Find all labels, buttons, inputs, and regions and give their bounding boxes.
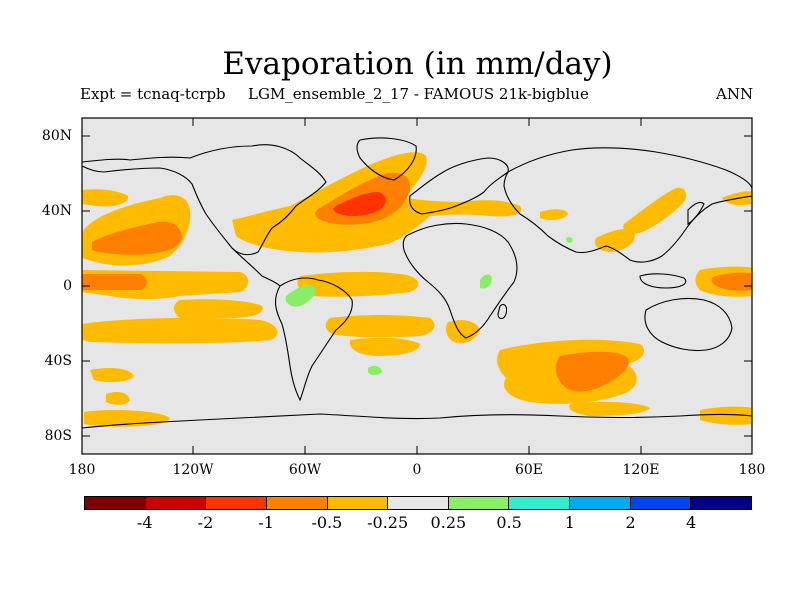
colorbar-swatch (206, 497, 267, 509)
anomaly-region-natl-max (333, 192, 386, 217)
anomaly-region-spac (82, 317, 278, 344)
anomaly-region-so-atl (106, 392, 130, 405)
coastline-north-america (82, 144, 327, 256)
coastline-europe (409, 157, 509, 215)
colorbar-swatch (388, 497, 449, 509)
coastline-australia (644, 297, 733, 352)
season-label: ANN (716, 85, 754, 103)
colorbar-swatch (509, 497, 571, 509)
anomaly-region-satl (325, 315, 435, 338)
anomaly-region-agulhas (446, 320, 480, 344)
x-tick-label: 120W (172, 462, 214, 478)
colorbar-swatch (448, 497, 510, 509)
colorbar-swatch (570, 497, 631, 509)
anomaly-region-eio (540, 209, 568, 221)
x-tick-label: 120E (622, 462, 660, 478)
colorbar-swatch (266, 497, 328, 509)
colorbar-swatch (327, 497, 389, 509)
anomaly-positive-arabia (566, 237, 573, 243)
y-tick-label: 0 (63, 278, 72, 294)
colorbar-label: 0.5 (496, 513, 522, 532)
x-tick-label: 180 (738, 462, 766, 478)
coastline-greenland (356, 137, 417, 181)
anomaly-positive-satl (368, 365, 382, 375)
y-tick-label: 80S (44, 428, 72, 444)
ensemble-label: LGM_ensemble_2_17 - FAMOUS 21k-bigblue (248, 85, 589, 103)
colorbar (84, 496, 752, 510)
anomaly-positive-amazon (285, 284, 316, 307)
anomaly-positive-africa (480, 274, 492, 289)
anomaly-region-kuro (623, 187, 687, 234)
anomaly-region-epac (174, 299, 263, 318)
colorbar-label: -0.5 (311, 513, 343, 532)
map-title: Evaporation (in mm/day) (222, 46, 613, 82)
anomaly-region-tpac-core (82, 274, 147, 290)
coastline-asia (503, 147, 752, 263)
colorbar-label: 1 (564, 513, 575, 532)
colorbar-label: -1 (258, 513, 274, 532)
colorbar-label: 0.25 (430, 513, 467, 532)
anomaly-region-npac-north (82, 189, 129, 207)
colorbar-swatch (145, 497, 207, 509)
coastline-antarctica (82, 413, 752, 429)
anomaly-region-sio2 (569, 401, 650, 416)
anomaly-region-satl2 (349, 337, 420, 356)
colorbar-label: -0.25 (367, 513, 409, 532)
colorbar-swatch (630, 497, 692, 509)
anomaly-region-spac2 (90, 368, 134, 383)
anomaly-field (82, 152, 752, 427)
colorbar-swatch (85, 497, 146, 509)
anomaly-region-so-ind (700, 406, 752, 425)
coastline-indonesia (639, 273, 687, 289)
colorbar-label: -4 (136, 513, 153, 532)
anomaly-region-sio-core (555, 351, 629, 392)
coastline-africa (402, 222, 518, 339)
anomaly-region-wpac-core (711, 272, 752, 291)
colorbar-label: -2 (197, 513, 214, 532)
coastlines (82, 137, 752, 429)
y-tick-label: 80N (41, 128, 72, 144)
colorbar-label: 2 (625, 513, 636, 532)
colorbar-label: 4 (686, 513, 697, 532)
coastline-south-america (274, 277, 353, 402)
x-tick-label: 60E (514, 462, 544, 478)
axis-ticks (82, 118, 752, 454)
anomaly-region-npac-core (92, 221, 182, 255)
y-tick-label: 40N (41, 203, 72, 219)
x-tick-label: 60W (288, 462, 322, 478)
x-tick-label: 0 (412, 462, 422, 478)
colorbar-swatch (691, 497, 752, 509)
coastline-madagascar (497, 303, 508, 320)
experiment-label: Expt = tcnaq-tcrpb (80, 85, 226, 103)
coastline-japan (687, 201, 705, 226)
anomaly-region-atl-trop (297, 271, 419, 297)
coastline-central-america (231, 247, 281, 287)
x-tick-label: 180 (68, 462, 96, 478)
y-tick-label: 40S (44, 353, 72, 369)
